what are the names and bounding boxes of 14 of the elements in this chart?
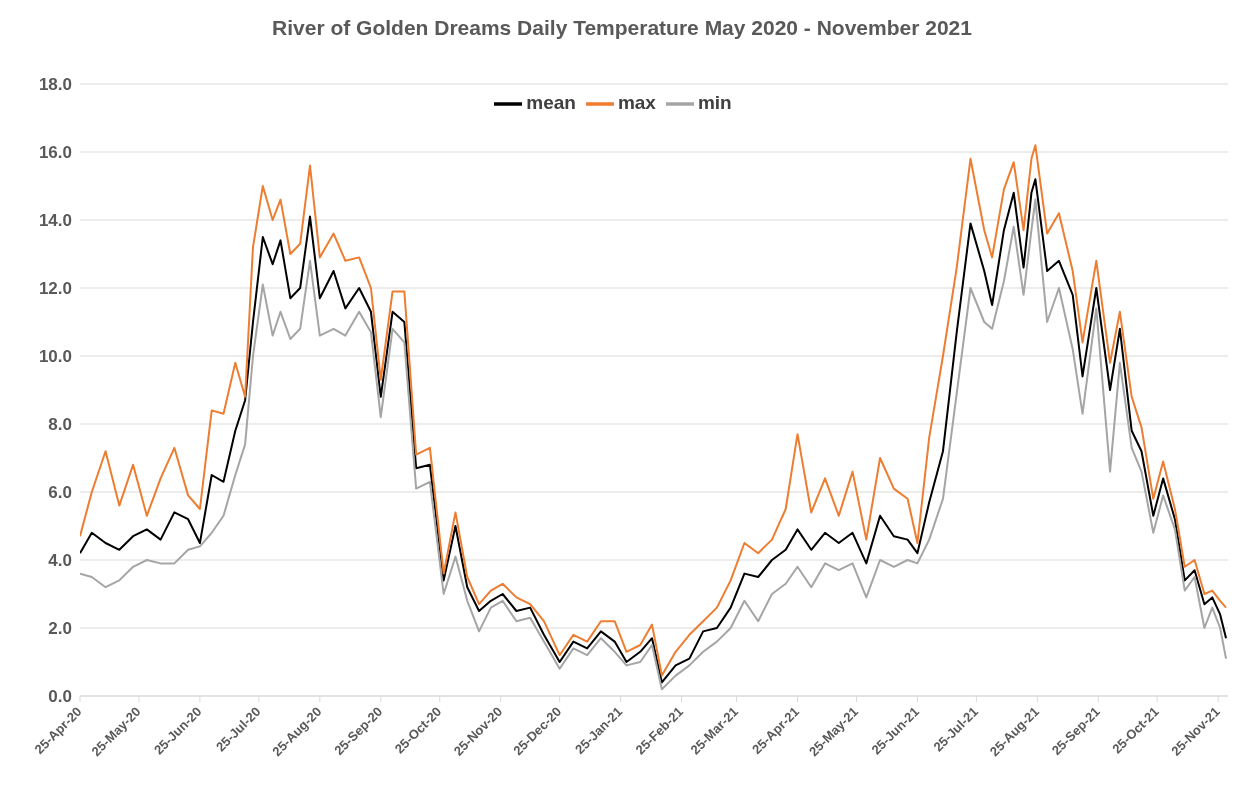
legend-label: min	[697, 92, 732, 114]
y-tick-label: 4.0	[48, 551, 72, 571]
legend-label: mean	[526, 92, 576, 114]
y-tick-label: 16.0	[38, 143, 72, 163]
y-tick-label: 18.0	[38, 75, 72, 95]
y-tick-label: 10.0	[38, 347, 72, 367]
chart-title: River of Golden Dreams Daily Temperature May 2020 - November 2021	[271, 16, 973, 40]
y-tick-label: 12.0	[38, 279, 72, 299]
y-tick-label: 8.0	[48, 415, 72, 435]
y-tick-label: 6.0	[48, 483, 72, 503]
y-tick-label: 2.0	[48, 619, 72, 639]
legend-label: max	[617, 92, 656, 114]
y-tick-label: 0.0	[48, 687, 72, 707]
y-tick-label: 14.0	[38, 211, 72, 231]
